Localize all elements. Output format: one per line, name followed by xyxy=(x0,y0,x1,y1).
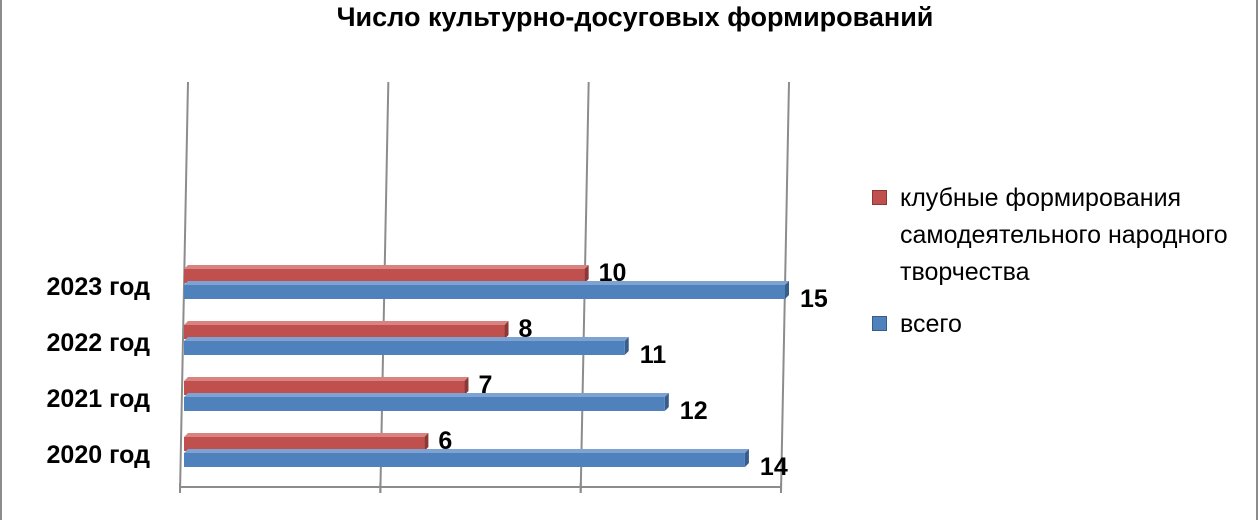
data-label: 7 xyxy=(478,371,492,399)
bar-club-side xyxy=(464,377,469,395)
chart-title: Число культурно-досуговых формирований xyxy=(336,2,934,32)
data-label: 14 xyxy=(760,453,788,481)
bar-club xyxy=(184,325,505,339)
bar-total-top xyxy=(184,337,629,341)
bar-club-top xyxy=(184,265,589,269)
bar-total-side xyxy=(785,281,789,299)
legend-label-total: всего xyxy=(900,310,962,338)
data-label: 8 xyxy=(519,315,533,343)
bar-total-side xyxy=(664,393,669,411)
bar-total xyxy=(184,397,665,411)
bar-club-top xyxy=(184,321,509,325)
bar-club xyxy=(184,381,465,395)
data-label: 10 xyxy=(599,259,627,287)
bar-total-top xyxy=(184,281,789,285)
bar-total-top xyxy=(184,449,749,453)
bar-club-side xyxy=(424,433,429,451)
data-label: 15 xyxy=(800,285,828,313)
legend-label-club: клубные формирования самодеятельного нар… xyxy=(900,184,1228,286)
bar-club xyxy=(184,437,425,451)
bar-club xyxy=(184,269,585,283)
category-label: 2022 год xyxy=(47,329,151,357)
bar-total xyxy=(184,453,745,467)
legend: клубные формирования самодеятельного нар… xyxy=(872,180,1242,343)
category-label: 2023 год xyxy=(47,273,151,301)
bar-total-top xyxy=(184,393,669,397)
bar-club-top xyxy=(184,377,469,381)
bar-total xyxy=(184,341,625,355)
bar-total-side xyxy=(744,449,749,467)
bar-total-side xyxy=(624,337,629,355)
data-label: 11 xyxy=(640,341,667,369)
category-label: 2021 год xyxy=(47,385,151,413)
bar-club-side xyxy=(584,265,589,283)
bar-club-side xyxy=(504,321,509,339)
data-label: 6 xyxy=(438,427,452,455)
bar-total xyxy=(184,285,785,299)
legend-swatch-club xyxy=(872,190,887,205)
legend-item-club: клубные формирования самодеятельного нар… xyxy=(872,180,1242,291)
bar-club-top xyxy=(184,433,429,437)
category-label: 2020 год xyxy=(47,441,151,469)
legend-swatch-total xyxy=(872,316,887,331)
legend-item-total: всего xyxy=(872,306,1242,343)
data-label: 12 xyxy=(680,397,708,425)
